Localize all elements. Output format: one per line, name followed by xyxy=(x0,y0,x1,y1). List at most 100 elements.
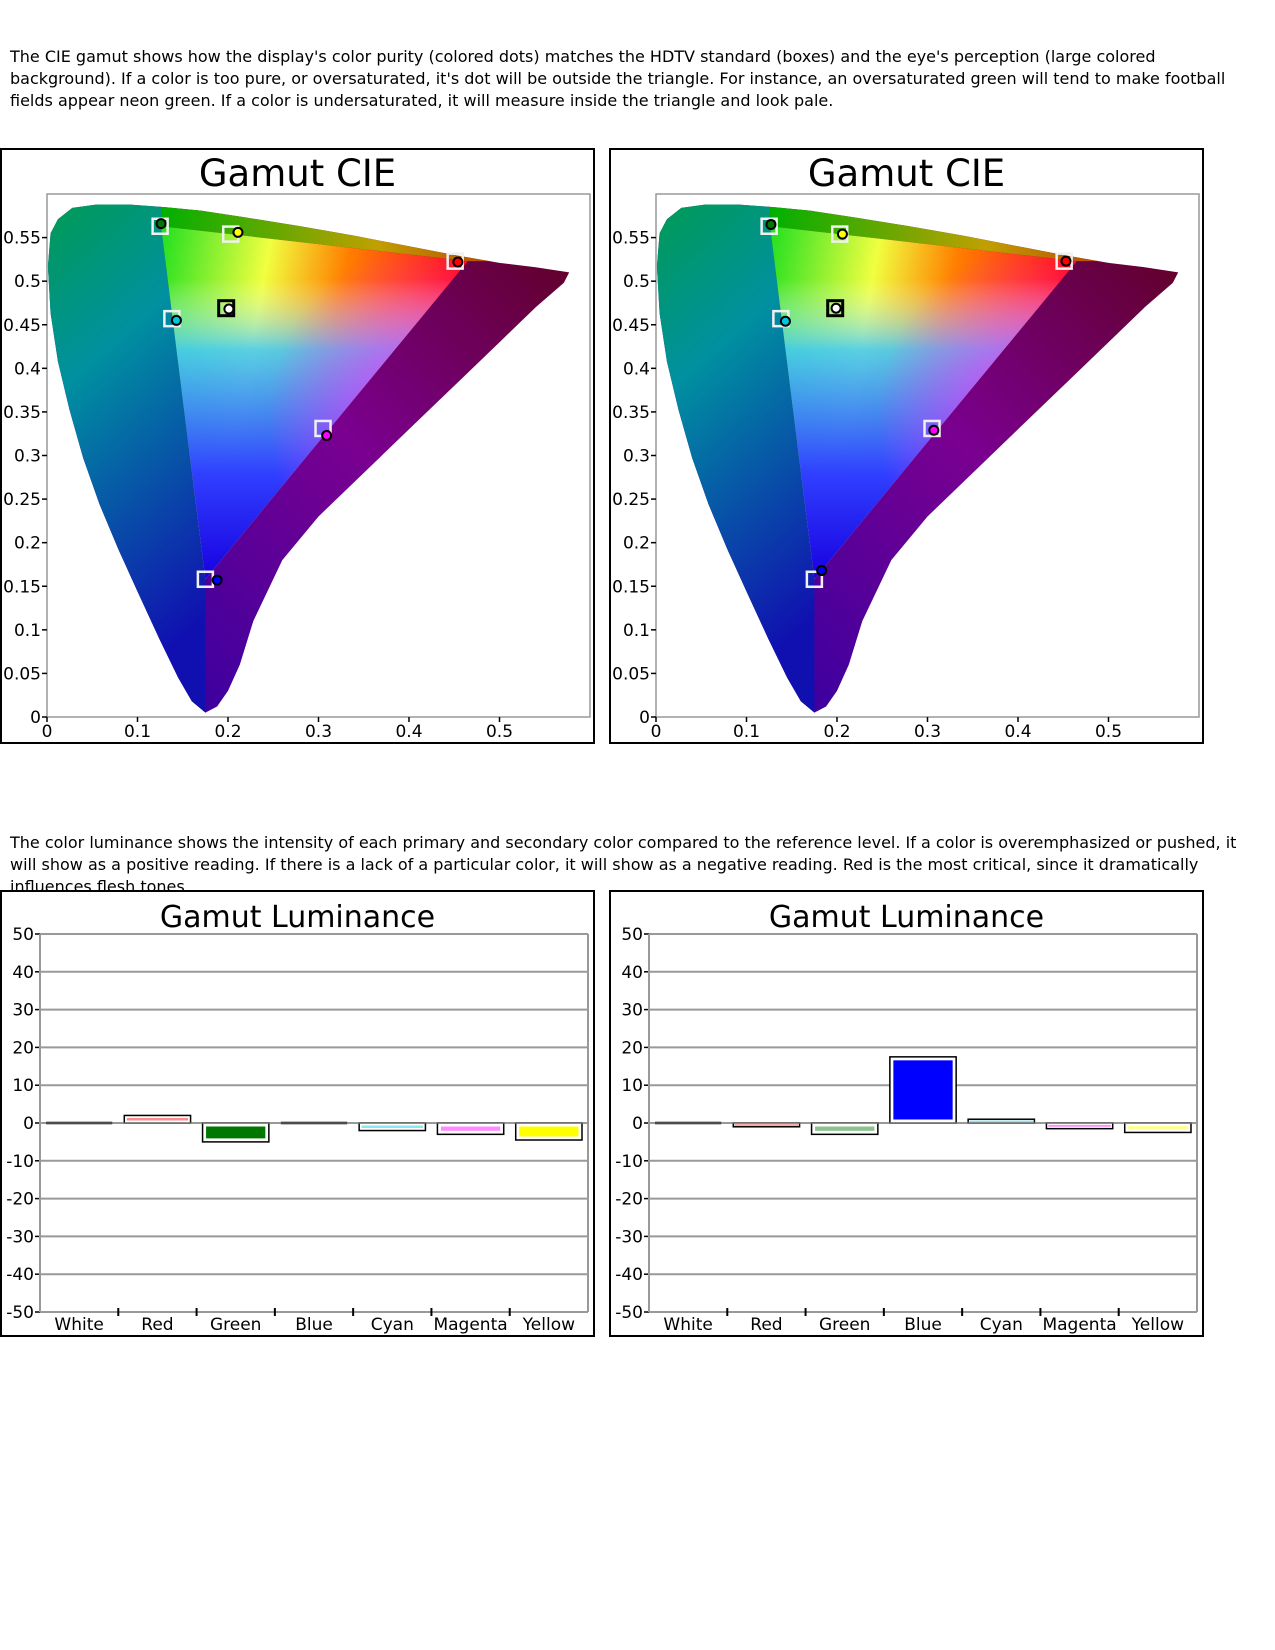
y-tick-label: 0.15 xyxy=(3,577,41,597)
y-tick-label: 0.05 xyxy=(3,664,41,684)
y-tick-label: 0.05 xyxy=(612,664,650,684)
gamut-cie-chart-right: Gamut CIE 0 0.05 0.1 0.15 0.2 0.25 0.3 0.35 0.4 0.… xyxy=(609,148,1204,744)
x-tick-label: 0.3 xyxy=(914,722,941,742)
y-tick-label: 0.4 xyxy=(623,359,650,379)
bar-cyan xyxy=(969,1120,1034,1122)
measured-dot-red xyxy=(1060,255,1072,267)
y-tick-label: -10 xyxy=(6,1152,34,1172)
y-tick-label: 0.15 xyxy=(612,577,650,597)
y-tick-label: -10 xyxy=(615,1152,643,1172)
measured-dot-magenta xyxy=(928,424,940,436)
bar-yellow xyxy=(519,1126,579,1137)
measured-dot-white xyxy=(223,303,235,315)
y-tick-label: -40 xyxy=(6,1265,34,1285)
y-tick-label: 0.2 xyxy=(623,534,650,554)
gamut-description: The CIE gamut shows how the display's co… xyxy=(10,47,1226,110)
y-tick-label: 0.1 xyxy=(623,621,650,641)
category-label-green: Green xyxy=(210,1315,261,1335)
chart-title: Gamut Luminance xyxy=(769,900,1044,935)
y-tick-label: 0.35 xyxy=(3,403,41,423)
gamut-luminance-chart-right: Gamut Luminance 50 40 30 20 10 0 -10 -20 -30 -40 -5… xyxy=(609,890,1204,1337)
bar-green xyxy=(206,1126,266,1139)
category-label-yellow: Yellow xyxy=(522,1315,575,1335)
x-tick-label: 0.1 xyxy=(733,722,760,742)
y-tick-label: 0.55 xyxy=(612,229,650,249)
measured-dot-blue xyxy=(211,574,223,586)
measured-dot-green xyxy=(155,218,167,230)
y-tick-label: 0 xyxy=(30,708,41,728)
bar-blue xyxy=(893,1060,953,1120)
category-label-red: Red xyxy=(750,1315,782,1335)
y-tick-label: 10 xyxy=(12,1076,34,1096)
measured-dot-cyan xyxy=(170,314,182,326)
y-tick-label: 0.3 xyxy=(14,447,41,467)
gamut-cie-chart-left: Gamut CIE 0 0.05 0.1 0.15 0.2 0.25 0.3 0.35 0.4 0.… xyxy=(0,148,595,744)
y-tick-label: 0.3 xyxy=(623,447,650,467)
y-tick-label: 10 xyxy=(621,1076,643,1096)
reference-box-green xyxy=(760,217,778,236)
measured-dot-red xyxy=(452,256,464,268)
luminance-description: The color luminance shows the intensity … xyxy=(10,833,1237,896)
gamut-triangle-magenta xyxy=(770,226,1077,580)
category-label-green: Green xyxy=(819,1315,870,1335)
category-label-cyan: Cyan xyxy=(980,1315,1023,1335)
category-label-blue: Blue xyxy=(295,1315,333,1335)
measured-dot-yellow xyxy=(232,226,244,238)
y-tick-label: 40 xyxy=(12,963,34,983)
measured-dot-yellow xyxy=(836,228,848,240)
reference-box-white xyxy=(826,299,845,318)
y-tick-label: 30 xyxy=(621,1001,643,1021)
measured-dot-green xyxy=(765,219,777,231)
y-tick-label: 0.2 xyxy=(14,534,41,554)
chart-title: Gamut CIE xyxy=(199,152,396,195)
gamut-luminance-svg-left: Gamut Luminance 50 40 30 20 10 0 -10 -20 -30 -40 -5… xyxy=(6,900,589,1335)
y-tick-label: 0.1 xyxy=(14,621,41,641)
cie-color-fill xyxy=(656,204,1179,713)
y-tick-label: 0 xyxy=(639,708,650,728)
bar-red xyxy=(126,1117,189,1121)
reference-box-magenta xyxy=(923,419,941,438)
y-tick-label: -50 xyxy=(615,1303,643,1323)
chart-title: Gamut Luminance xyxy=(160,900,435,935)
category-label-red: Red xyxy=(141,1315,173,1335)
bar-red xyxy=(734,1124,799,1126)
y-tick-label: -30 xyxy=(6,1227,34,1247)
category-label-white: White xyxy=(663,1315,712,1335)
reference-box-red xyxy=(1055,252,1073,270)
y-tick-label: -30 xyxy=(615,1227,643,1247)
category-label-blue: Blue xyxy=(904,1315,942,1335)
y-tick-label: 50 xyxy=(621,925,643,945)
y-tick-label: 0.55 xyxy=(3,229,41,249)
x-tick-label: 0.2 xyxy=(823,722,850,742)
x-tick-label: 0.1 xyxy=(124,722,151,742)
bar-yellow xyxy=(1127,1126,1188,1130)
measured-dot-cyan xyxy=(779,315,791,327)
bar-magenta xyxy=(440,1126,501,1131)
y-tick-label: 0 xyxy=(632,1114,643,1134)
x-tick-label: 0.5 xyxy=(1095,722,1122,742)
gamut-luminance-svg-right: Gamut Luminance 50 40 30 20 10 0 -10 -20 -30 -40 -5… xyxy=(615,900,1198,1335)
y-tick-label: 0.25 xyxy=(612,490,650,510)
y-tick-label: 0.45 xyxy=(612,316,650,336)
chart-title: Gamut CIE xyxy=(808,152,1005,195)
reference-box-blue xyxy=(805,570,824,589)
gamut-cie-svg-right: Gamut CIE 0 0.05 0.1 0.15 0.2 0.25 0.3 0.35 0.4 0.… xyxy=(612,152,1200,742)
y-tick-label: -20 xyxy=(6,1190,34,1210)
y-tick-label: 0.4 xyxy=(14,359,41,379)
gamut-luminance-chart-left: Gamut Luminance 50 40 30 20 10 0 -10 -20 -30 -40 -5… xyxy=(0,890,595,1337)
category-label-white: White xyxy=(54,1315,103,1335)
category-label-cyan: Cyan xyxy=(371,1315,414,1335)
measured-dot-magenta xyxy=(321,429,333,441)
category-label-magenta: Magenta xyxy=(1042,1315,1116,1335)
bar-cyan xyxy=(361,1125,423,1129)
y-tick-label: 0 xyxy=(23,1114,34,1134)
y-tick-label: -40 xyxy=(615,1265,643,1285)
x-tick-label: 0 xyxy=(651,722,662,742)
x-tick-label: 0.2 xyxy=(214,722,241,742)
y-tick-label: 0.25 xyxy=(3,490,41,510)
gamut-cie-svg-left: Gamut CIE 0 0.05 0.1 0.15 0.2 0.25 0.3 0.35 0.4 0.… xyxy=(3,152,591,742)
y-tick-label: 30 xyxy=(12,1001,34,1021)
bar-magenta xyxy=(1048,1124,1111,1127)
category-label-yellow: Yellow xyxy=(1131,1315,1184,1335)
gamut-triangle-magenta xyxy=(161,226,468,580)
